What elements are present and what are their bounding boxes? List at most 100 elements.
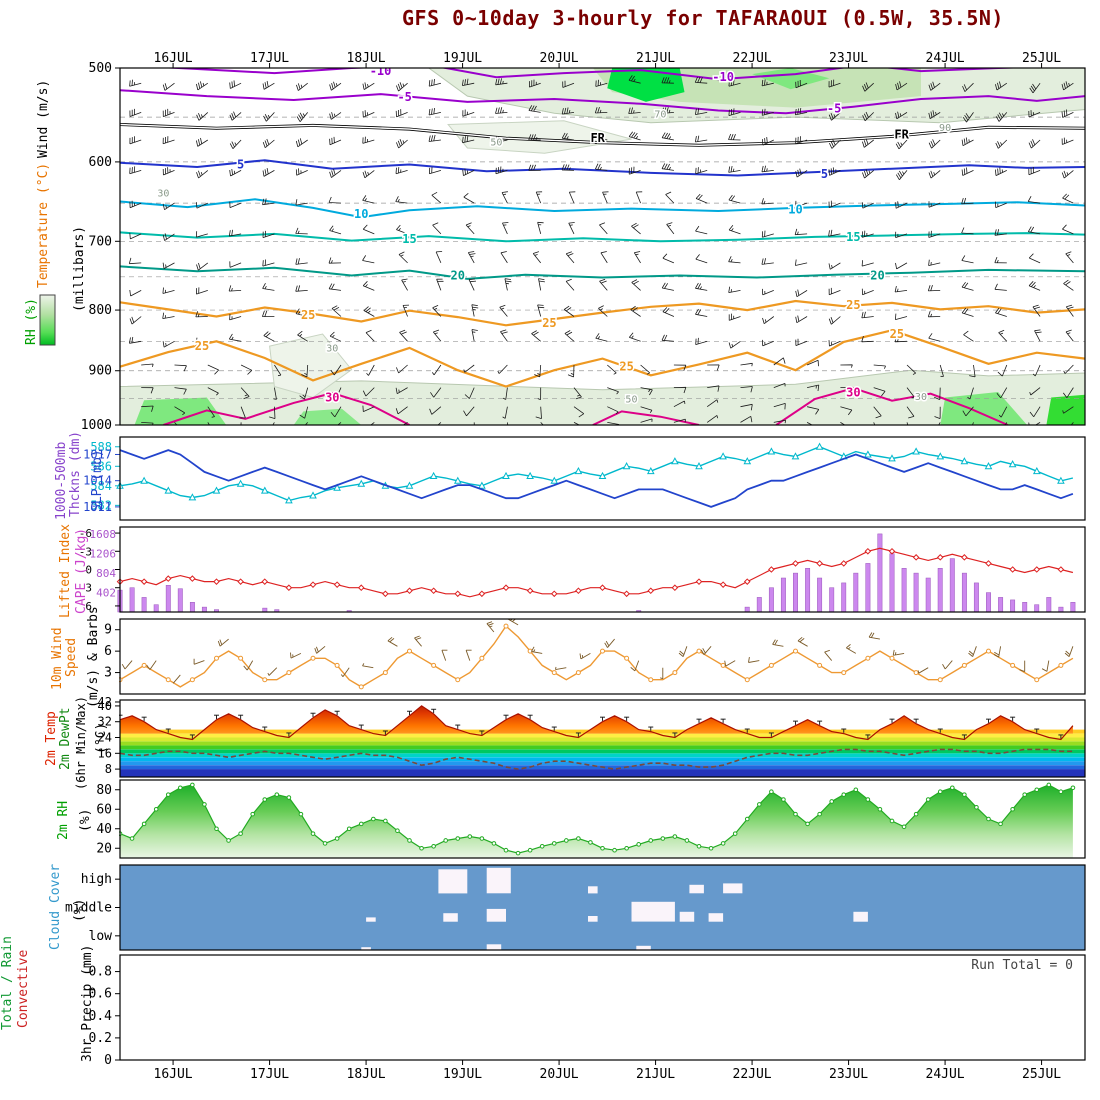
contour-label: 25 xyxy=(542,316,556,330)
contour-label: -5 xyxy=(397,90,411,104)
cloud-patch xyxy=(708,913,724,922)
li-tick-label: -3 xyxy=(79,545,92,558)
wind-tick-label: 9 xyxy=(104,623,112,638)
date-label-bottom: 25JUL xyxy=(1022,1067,1061,1082)
contour-label: 25 xyxy=(890,327,904,341)
slp-tick-label: 1014 xyxy=(83,474,112,488)
rh-tick-label: 40 xyxy=(96,822,112,837)
axis-label-cloud-unit: (%) xyxy=(72,898,87,922)
slp-line xyxy=(119,449,1074,508)
cloud-bg xyxy=(120,865,1085,950)
date-label-bottom: 24JUL xyxy=(926,1067,965,1082)
rh-tick-label: 80 xyxy=(96,783,112,798)
cloud-patch xyxy=(438,869,468,894)
wind-tick-label: 3 xyxy=(104,666,112,681)
rh-contour-label: 70 xyxy=(654,109,666,120)
axis-label-millibars: (millibars) xyxy=(72,225,87,312)
panel-cloud-cover: high middle low xyxy=(65,865,1085,951)
panel-slp-thickness xyxy=(116,442,1074,508)
axis-label-cloud-cover: Cloud Cover xyxy=(48,863,63,950)
li-tick-label: 6 xyxy=(85,600,92,613)
rh-area xyxy=(120,784,1073,858)
pressure-tick-label: 600 xyxy=(89,155,112,170)
upper-air-frame xyxy=(119,67,1086,426)
cloud-frame xyxy=(119,864,1086,951)
panel-cape-li xyxy=(116,533,1076,613)
date-label-top: 18JUL xyxy=(347,51,386,66)
date-label-bottom: 20JUL xyxy=(540,1067,579,1082)
temp-tick-label: 40 xyxy=(98,699,112,713)
contour-label: 20 xyxy=(870,268,884,282)
temp-line xyxy=(119,705,1074,741)
wind-speed-line xyxy=(119,625,1074,688)
date-label-bottom: 23JUL xyxy=(829,1067,868,1082)
thickness-tick-label: 582 xyxy=(90,498,112,512)
temp-area xyxy=(120,705,1073,734)
date-label-bottom: 17JUL xyxy=(250,1067,289,1082)
contour-label: 15 xyxy=(846,230,860,244)
axis-label-10m-wind: 10m Wind xyxy=(50,627,65,690)
cloud-patch xyxy=(366,917,376,922)
thickness-tick-label: 586 xyxy=(90,459,112,473)
precip-tick-label: 0.2 xyxy=(89,1031,112,1046)
axis-label-temp-unit: (°C) xyxy=(94,722,109,754)
wind-frame xyxy=(119,618,1086,695)
cloud-patch xyxy=(723,883,743,894)
temp-tick-label: 8 xyxy=(105,762,112,776)
cloud-patch xyxy=(679,911,695,922)
contour-label: FR xyxy=(894,128,909,142)
cloud-patch xyxy=(853,911,868,922)
date-label-top: 20JUL xyxy=(540,51,579,66)
precip-tick-label: 0.6 xyxy=(89,987,112,1002)
thickness-tick-label: 588 xyxy=(90,440,112,454)
date-label-bottom: 22JUL xyxy=(733,1067,772,1082)
axis-label-thickness-2: Thckns (dm) xyxy=(68,430,83,517)
contour-label: 20 xyxy=(451,268,465,282)
panel-precip: 0 0.2 0.4 0.6 0.8 Run Total = 0 xyxy=(89,958,1073,1068)
axis-label-rh: RH (%) xyxy=(24,298,39,345)
chart-title: GFS 0~10day 3-hourly for TAFARAOUI (0.5W… xyxy=(402,6,1004,30)
date-label-bottom: 16JUL xyxy=(154,1067,193,1082)
li-tick-label: -6 xyxy=(79,527,92,540)
axis-label-slp: SLP (mb) xyxy=(90,449,105,512)
panel-rh2m xyxy=(119,782,1076,858)
cloud-row-label: middle xyxy=(65,901,112,916)
contour-label: 10 xyxy=(354,207,368,221)
rh-tick-label: 20 xyxy=(96,841,112,856)
cloud-patch xyxy=(486,944,502,950)
pressure-tick-label: 900 xyxy=(89,364,112,379)
axis-label-3hr-precip: 3hr Precip (mm) xyxy=(80,944,95,1062)
precip-tick-label: 0.8 xyxy=(89,965,112,980)
date-label-bottom: 21JUL xyxy=(636,1067,675,1082)
pressure-tick-label: 500 xyxy=(89,61,112,76)
rh-contour-label: 50 xyxy=(625,395,637,406)
cape-tick-label: 1608 xyxy=(90,528,117,541)
cloud-patch xyxy=(443,913,458,922)
date-label-top: 22JUL xyxy=(733,51,772,66)
rh-legend-colorbar xyxy=(39,294,56,346)
axis-label-thickness-1: 1000-500mb xyxy=(54,441,69,520)
contour-label: -5 xyxy=(827,102,841,116)
contour-label: 15 xyxy=(402,232,416,246)
rh-contour-label: 30 xyxy=(915,392,927,403)
rh-contour-label: 30 xyxy=(326,344,338,355)
slp-tick-label: 1011 xyxy=(83,500,112,514)
cloud-row-label: high xyxy=(81,872,112,887)
precip-frame xyxy=(119,954,1086,1061)
date-label-top: 23JUL xyxy=(829,51,868,66)
cape-frame xyxy=(119,526,1086,613)
temp-tick-label: 32 xyxy=(98,715,112,729)
li-tick-label: 3 xyxy=(85,582,92,595)
contour-label: 10 xyxy=(788,202,802,216)
date-label-bottom: 18JUL xyxy=(347,1067,386,1082)
axis-label-wind: Wind (m/s) xyxy=(36,79,51,158)
axis-label-barbs: (m/s) & Barbs xyxy=(86,606,101,708)
cloud-patch xyxy=(689,884,704,894)
temp-tick-label: 16 xyxy=(98,746,112,760)
axis-label-total-rain: Total / Rain xyxy=(0,936,15,1030)
precip-tick-label: 0 xyxy=(104,1053,112,1068)
axis-label-temperature: Temperature (°C) xyxy=(36,162,51,288)
date-label-top: 19JUL xyxy=(443,51,482,66)
temp-tick-label: 24 xyxy=(98,731,112,745)
dewpoint-line xyxy=(119,748,1073,770)
